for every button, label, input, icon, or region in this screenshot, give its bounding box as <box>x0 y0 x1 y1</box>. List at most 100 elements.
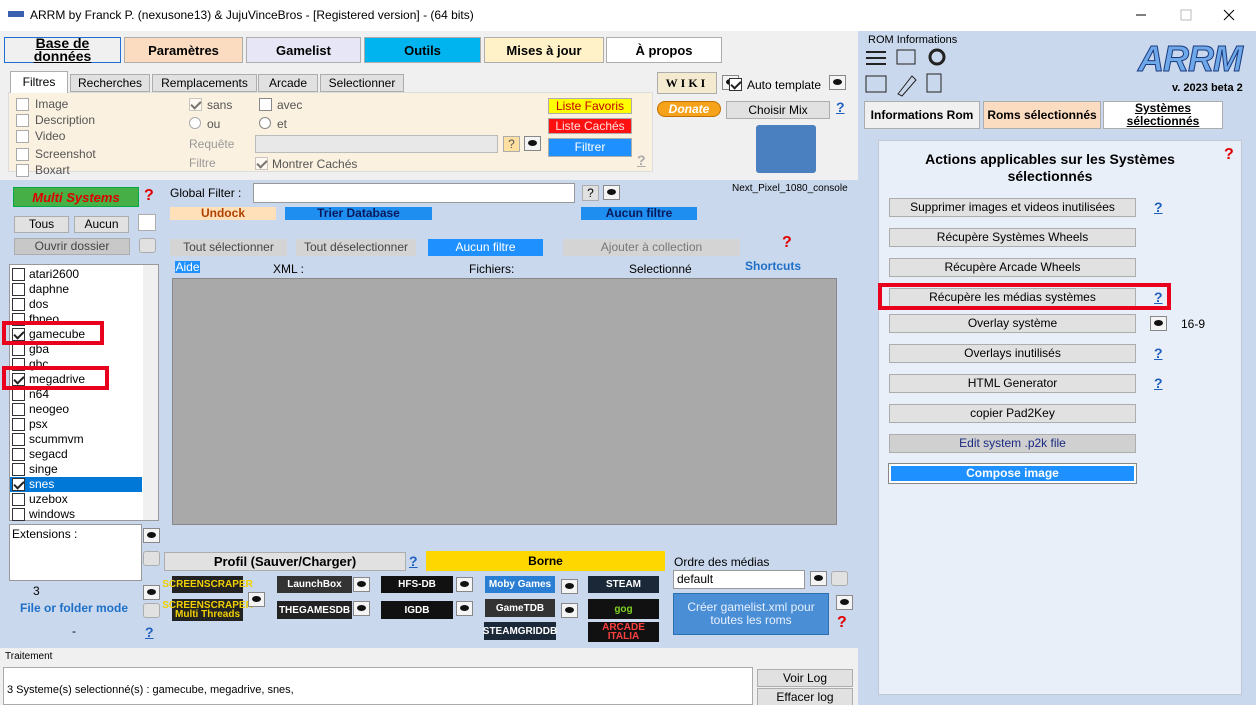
checkbox[interactable] <box>729 78 742 91</box>
help-button[interactable]: ? <box>582 185 599 201</box>
help-button[interactable]: ? <box>409 553 418 569</box>
system-name[interactable]: windows <box>29 507 76 521</box>
eye-button[interactable] <box>456 601 473 616</box>
help-button[interactable]: ? <box>1154 199 1163 215</box>
help-button[interactable]: ? <box>1154 345 1163 361</box>
system-name[interactable]: daphne <box>29 282 70 296</box>
scraper-logo[interactable]: IGDB <box>381 601 453 619</box>
eye-button[interactable] <box>561 603 578 618</box>
scraper-logo[interactable]: Moby Games <box>485 576 555 593</box>
open-folder-button[interactable]: Ouvrir dossier <box>14 238 130 255</box>
main-tab[interactable]: Gamelist <box>246 37 361 63</box>
scraper-logo[interactable]: SCREENSCRAPER Multi Threads <box>162 599 253 621</box>
scraper-logo[interactable]: ARCADE ITALIA <box>588 622 659 642</box>
system-checkbox[interactable] <box>12 373 25 386</box>
system-name[interactable]: megadrive <box>29 372 86 386</box>
undock-button[interactable]: Undock <box>170 207 276 220</box>
sub-tab[interactable]: Recherches <box>70 74 150 92</box>
main-tab[interactable]: Base de données <box>4 36 121 63</box>
hidden-button[interactable]: Liste Cachés <box>548 118 632 134</box>
scraper-logo[interactable]: SCREENSCRAPER <box>162 576 253 593</box>
system-name[interactable]: atari2600 <box>29 267 80 281</box>
no-filter-button[interactable]: Aucun filtre <box>428 239 543 256</box>
query-combo[interactable] <box>255 135 498 153</box>
system-name[interactable]: scummvm <box>29 432 84 446</box>
system-checkbox[interactable] <box>12 268 25 281</box>
favorites-button[interactable]: Liste Favoris <box>548 98 632 114</box>
refresh-button[interactable] <box>143 551 160 566</box>
checkbox[interactable] <box>255 157 268 170</box>
system-checkbox[interactable] <box>12 433 25 446</box>
sub-tab[interactable]: Arcade <box>258 74 318 92</box>
rom-tab[interactable]: Informations Rom <box>864 101 980 129</box>
eye-button[interactable] <box>836 595 853 610</box>
scraper-logo[interactable]: STEAM <box>588 576 659 593</box>
checkbox[interactable] <box>16 130 29 143</box>
help-tab[interactable]: Aide <box>175 259 200 274</box>
system-checkbox[interactable] <box>12 418 25 431</box>
all-button[interactable]: Tous <box>14 216 69 233</box>
system-name[interactable]: dos <box>29 297 49 311</box>
refresh-button[interactable] <box>139 238 156 253</box>
system-name[interactable]: uzebox <box>29 492 68 506</box>
help-button[interactable]: ? <box>1154 289 1163 305</box>
system-checkbox[interactable] <box>12 328 25 341</box>
eye-button[interactable] <box>524 136 541 151</box>
system-name[interactable]: n64 <box>29 387 50 401</box>
donate-button[interactable]: Donate <box>657 101 721 117</box>
help-button[interactable]: ? <box>637 152 646 168</box>
scraper-logo[interactable]: gog <box>588 599 659 619</box>
action-button[interactable]: Récupère Systèmes Wheels <box>889 228 1136 247</box>
help-button[interactable]: ? <box>837 614 847 631</box>
system-name[interactable]: singe <box>29 462 58 476</box>
rom-tab[interactable]: Roms sélectionnés <box>983 101 1101 129</box>
help-button[interactable]: ? <box>782 234 792 251</box>
clear-log-button[interactable]: Effacer log <box>757 688 853 705</box>
action-button[interactable]: Supprimer images et videos inutilisées <box>889 198 1136 217</box>
system-name[interactable]: gamecube <box>29 327 86 341</box>
checkbox[interactable] <box>189 98 202 111</box>
scraper-logo[interactable]: HFS-DB <box>381 576 453 593</box>
view-log-button[interactable]: Voir Log <box>757 669 853 687</box>
system-name[interactable]: gba <box>29 342 50 356</box>
eye-button[interactable] <box>143 585 160 600</box>
window-controls[interactable] <box>1120 0 1256 31</box>
main-tab[interactable]: Outils <box>364 37 481 63</box>
eye-button[interactable] <box>561 579 578 594</box>
scraper-logo[interactable]: STEAMGRIDDB <box>483 622 557 640</box>
rom-icons[interactable] <box>864 46 954 98</box>
borne-button[interactable]: Borne <box>426 551 665 571</box>
eye-button[interactable] <box>603 185 620 200</box>
system-checkbox[interactable] <box>12 298 25 311</box>
sort-button[interactable]: Trier Database <box>285 207 432 220</box>
none-button[interactable]: Aucun <box>74 216 129 233</box>
system-name[interactable]: neogeo <box>29 402 70 416</box>
filter-button[interactable]: Filtrer <box>548 138 632 157</box>
system-checkbox[interactable] <box>12 493 25 506</box>
main-tab[interactable]: Paramètres <box>124 37 243 63</box>
mix-button[interactable]: Choisir Mix <box>726 101 830 119</box>
global-filter-combo[interactable] <box>253 183 575 203</box>
checkbox[interactable] <box>16 98 29 111</box>
action-button[interactable]: Récupère Arcade Wheels <box>889 258 1136 277</box>
system-checkbox[interactable] <box>12 463 25 476</box>
refresh-button[interactable] <box>831 571 848 586</box>
favorite-heart[interactable] <box>138 214 156 231</box>
main-tab[interactable]: Mises à jour <box>484 37 604 63</box>
add-collection-button[interactable]: Ajouter à collection <box>563 239 740 256</box>
action-button[interactable]: Overlay système <box>889 314 1136 333</box>
action-button[interactable]: HTML Generator <box>889 374 1136 393</box>
eye-button[interactable] <box>1150 316 1167 331</box>
system-checkbox[interactable] <box>12 478 25 491</box>
select-all-button[interactable]: Tout sélectionner <box>170 239 287 256</box>
profile-button[interactable]: Profil (Sauver/Charger) <box>164 552 406 571</box>
system-name[interactable]: psx <box>29 417 48 431</box>
sub-tab[interactable]: Remplacements <box>152 74 257 92</box>
help-button[interactable]: ? <box>145 624 154 640</box>
main-tab[interactable]: À propos <box>606 37 722 63</box>
deselect-all-button[interactable]: Tout déselectionner <box>296 239 416 256</box>
no-filter-button[interactable]: Aucun filtre <box>581 207 697 220</box>
help-button[interactable]: ? <box>503 136 520 152</box>
scrollbar[interactable] <box>143 265 158 520</box>
refresh-button[interactable] <box>143 603 160 618</box>
